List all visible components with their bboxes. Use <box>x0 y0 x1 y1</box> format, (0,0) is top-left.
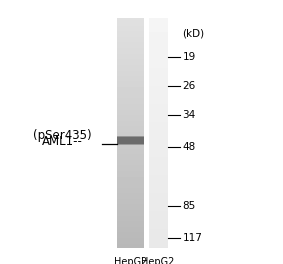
Text: 117: 117 <box>183 233 202 243</box>
Text: AML1--: AML1-- <box>42 135 83 148</box>
Text: 34: 34 <box>183 110 196 120</box>
Text: (pSer435): (pSer435) <box>33 129 92 142</box>
Text: 85: 85 <box>183 201 196 211</box>
Text: 19: 19 <box>183 52 196 62</box>
Text: 26: 26 <box>183 81 196 91</box>
Text: HepG2: HepG2 <box>114 257 147 264</box>
Text: HepG2: HepG2 <box>141 257 175 264</box>
Text: 48: 48 <box>183 142 196 152</box>
Text: (kD): (kD) <box>183 28 205 38</box>
